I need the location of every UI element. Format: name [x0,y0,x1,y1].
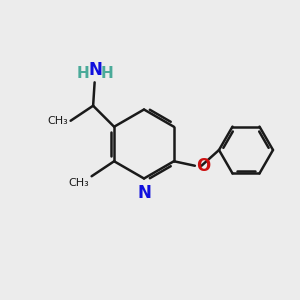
Text: H: H [77,66,90,81]
Text: H: H [101,66,114,81]
Text: CH₃: CH₃ [68,178,89,188]
Text: N: N [88,61,102,79]
Text: N: N [137,184,151,202]
Text: CH₃: CH₃ [47,116,68,126]
Text: O: O [196,157,211,175]
